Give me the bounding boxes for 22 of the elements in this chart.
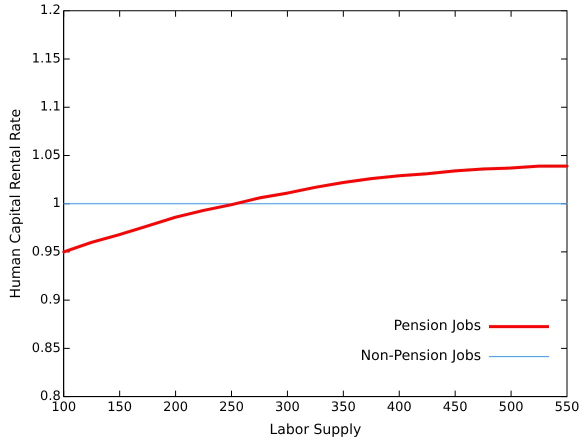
- x-tick-label: 100: [51, 400, 76, 415]
- x-tick-label: 150: [107, 400, 132, 415]
- x-tick-label: 450: [442, 400, 468, 415]
- y-tick-label: 1.2: [40, 3, 61, 18]
- x-tick-label: 350: [330, 400, 356, 415]
- y-tick-label: 1.05: [32, 148, 61, 163]
- y-tick-label: 0.85: [32, 340, 61, 356]
- legend-label: Pension Jobs: [394, 318, 481, 334]
- y-tick-label: 1: [52, 196, 61, 212]
- y-tick-label: 1.1: [40, 100, 61, 115]
- legend-label: Non-Pension Jobs: [360, 348, 481, 364]
- y-axis-title: Human Capital Rental Rate: [8, 108, 24, 298]
- x-tick-label: 300: [275, 400, 300, 415]
- x-tick-label: 550: [554, 400, 580, 415]
- x-axis-title: Labor Supply: [270, 422, 362, 438]
- x-tick-label: 250: [219, 400, 244, 415]
- y-tick-label: 0.9: [40, 292, 61, 308]
- x-tick-label: 500: [498, 400, 524, 415]
- y-tick-label: 1.15: [32, 51, 61, 66]
- x-tick-label: 200: [163, 400, 188, 415]
- x-tick-label: 400: [386, 400, 412, 415]
- y-tick-label: 0.95: [32, 244, 61, 260]
